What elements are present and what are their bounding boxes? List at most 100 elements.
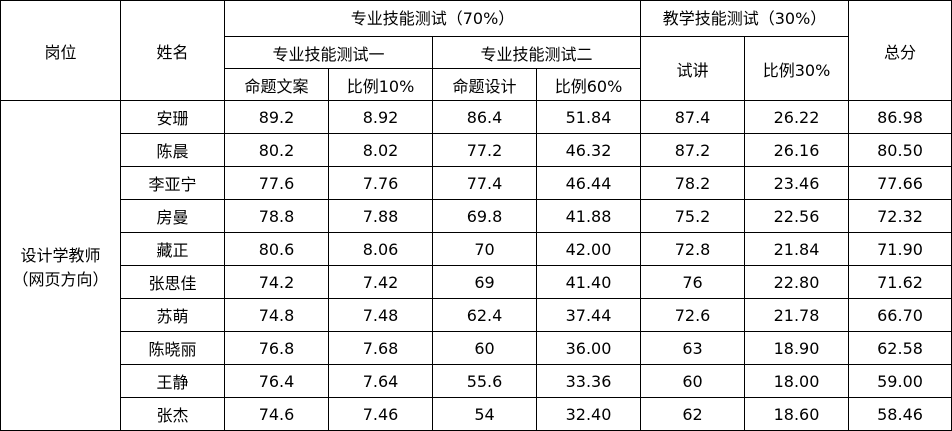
score-cell: 62.58 — [848, 331, 952, 365]
score-cell: 76.8 — [224, 331, 329, 365]
score-cell: 77.4 — [432, 166, 537, 200]
score-cell: 78.2 — [640, 166, 746, 200]
score-cell: 74.6 — [224, 397, 329, 431]
post-cell: 设计学教师 （网页方向） — [0, 100, 121, 431]
name-cell: 张杰 — [120, 397, 225, 431]
data-row: 张思佳 74.2 7.42 69 41.40 76 22.80 71.62 — [1, 265, 952, 299]
score-cell: 37.44 — [535, 298, 642, 332]
data-row: 藏正 80.6 8.06 70 42.00 72.8 21.84 71.90 — [1, 232, 952, 266]
header-cell: 比例60% — [535, 68, 642, 101]
score-cell: 62 — [640, 397, 746, 431]
name-cell: 张思佳 — [120, 265, 225, 299]
score-cell: 46.44 — [535, 166, 642, 200]
score-cell: 77.66 — [848, 166, 952, 200]
data-row: 陈晓丽 76.8 7.68 60 36.00 63 18.90 62.58 — [1, 331, 952, 365]
header-cell: 专业技能测试二 — [431, 36, 642, 69]
score-cell: 59.00 — [848, 364, 952, 398]
score-cell: 72.6 — [640, 298, 746, 332]
score-cell: 51.84 — [535, 100, 642, 134]
post-line: （网页方向） — [12, 269, 109, 289]
data-row: 王静 76.4 7.64 55.6 33.36 60 18.00 59.00 — [1, 364, 952, 398]
name-cell: 苏萌 — [120, 298, 225, 332]
score-cell: 7.88 — [328, 199, 433, 233]
score-cell: 70 — [432, 232, 537, 266]
score-cell: 66.70 — [848, 298, 952, 332]
data-row: 设计学教师 （网页方向） 安珊 89.2 8.92 86.4 51.84 87.4 26.22 8… — [0, 100, 952, 431]
score-cell: 69.8 — [432, 199, 537, 233]
score-cell: 22.56 — [744, 199, 850, 233]
score-cell: 86.4 — [432, 100, 537, 134]
score-cell: 7.48 — [328, 298, 433, 332]
score-cell: 72.32 — [848, 199, 952, 233]
score-cell: 22.80 — [744, 265, 850, 299]
score-cell: 7.76 — [328, 166, 433, 200]
name-cell: 李亚宁 — [120, 166, 225, 200]
score-cell: 18.00 — [744, 364, 850, 398]
score-cell: 71.90 — [848, 232, 952, 266]
data-row: 张杰 74.6 7.46 54 32.40 62 18.60 58.46 — [1, 397, 952, 431]
data-row: 李亚宁 77.6 7.76 77.4 46.44 78.2 23.46 77.66 — [1, 166, 952, 200]
header-cell: 命题文案 — [224, 68, 329, 101]
header-row: 岗位 姓名 专业技能测试（70%） 教学技能测试（30%） 总分 — [0, 0, 952, 101]
score-cell: 86.98 — [848, 100, 952, 134]
header-cell: 命题设计 — [432, 68, 537, 101]
score-cell: 74.2 — [224, 265, 329, 299]
score-cell: 71.62 — [848, 265, 952, 299]
score-cell: 7.68 — [328, 331, 433, 365]
score-cell: 7.64 — [328, 364, 433, 398]
score-cell: 7.46 — [328, 397, 433, 431]
score-cell: 55.6 — [432, 364, 537, 398]
post-line: 设计学教师 — [20, 245, 101, 265]
name-cell: 房曼 — [120, 199, 225, 233]
header-cell: 姓名 — [120, 0, 225, 101]
score-cell: 58.46 — [848, 397, 952, 431]
score-cell: 87.4 — [640, 100, 746, 134]
header-cell: 教学技能测试（30%） — [640, 0, 850, 37]
score-cell: 87.2 — [640, 133, 746, 167]
score-cell: 26.22 — [744, 100, 850, 134]
score-cell: 21.78 — [744, 298, 850, 332]
score-cell: 36.00 — [535, 331, 642, 365]
score-cell: 72.8 — [640, 232, 746, 266]
header-cell: 总分 — [848, 0, 952, 101]
header-cell: 试讲 — [640, 36, 746, 101]
score-cell: 62.4 — [432, 298, 537, 332]
header-cell: 比例10% — [328, 68, 433, 101]
score-cell: 41.88 — [535, 199, 642, 233]
score-cell: 33.36 — [535, 364, 642, 398]
score-cell: 74.8 — [224, 298, 329, 332]
score-cell: 8.02 — [328, 133, 433, 167]
header-cell: 专业技能测试（70%） — [223, 0, 642, 37]
score-cell: 76 — [640, 265, 746, 299]
name-cell: 陈晨 — [120, 133, 225, 167]
name-cell: 藏正 — [120, 232, 225, 266]
name-cell: 陈晓丽 — [120, 331, 225, 365]
score-cell: 80.50 — [848, 133, 952, 167]
score-cell: 32.40 — [535, 397, 642, 431]
name-cell: 王静 — [120, 364, 225, 398]
table-header: 岗位 姓名 专业技能测试（70%） 教学技能测试（30%） 总分 专业技能测试一… — [0, 0, 952, 101]
score-cell: 60 — [640, 364, 746, 398]
score-cell: 18.90 — [744, 331, 850, 365]
score-cell: 69 — [432, 265, 537, 299]
score-cell: 42.00 — [535, 232, 642, 266]
header-cell: 比例30% — [744, 36, 850, 101]
name-cell: 安珊 — [120, 100, 225, 134]
score-cell: 80.2 — [224, 133, 329, 167]
table-body: 设计学教师 （网页方向） 安珊 89.2 8.92 86.4 51.84 87.4 26.22 8… — [0, 100, 952, 431]
header-row: 专业技能测试一 专业技能测试二 试讲 比例30% — [1, 36, 952, 101]
data-row: 陈晨 80.2 8.02 77.2 46.32 87.2 26.16 80.50 — [1, 133, 952, 167]
score-cell: 75.2 — [640, 199, 746, 233]
score-cell: 46.32 — [535, 133, 642, 167]
score-cell: 7.42 — [328, 265, 433, 299]
score-cell: 77.2 — [432, 133, 537, 167]
score-cell: 76.4 — [224, 364, 329, 398]
header-cell: 岗位 — [0, 0, 121, 101]
score-cell: 80.6 — [224, 232, 329, 266]
score-cell: 23.46 — [744, 166, 850, 200]
score-cell: 41.40 — [535, 265, 642, 299]
score-cell: 78.8 — [224, 199, 329, 233]
score-cell: 63 — [640, 331, 746, 365]
